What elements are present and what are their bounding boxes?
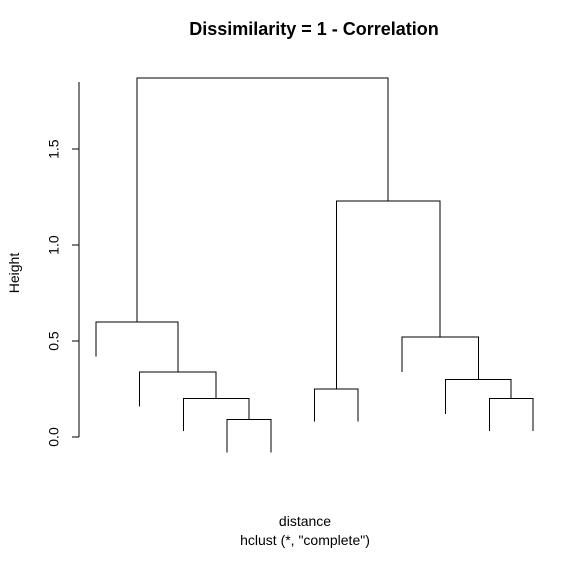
x-axis-label: distance [279,513,331,529]
merge-link-m1 [226,419,272,453]
y-axis-label: Height [6,253,22,294]
merge-link-m7 [445,378,512,414]
y-axis-tick-label: 0.0 [46,427,62,447]
y-axis: 0.0 0.5 1.0 1.5 [46,82,80,447]
y-axis-tick-label: 1.0 [46,235,62,255]
merge-link-m4 [95,321,179,372]
merge-link-m3 [139,371,217,407]
dendrogram-tree [95,77,534,453]
y-axis-tick-label: 1.5 [46,139,62,159]
merge-link-m8 [401,336,479,380]
merge-link-m10 [136,77,389,322]
merge-link-m6 [488,398,534,432]
chart-title: Dissimilarity = 1 - Correlation [189,19,439,39]
merge-link-m5 [314,388,359,422]
y-axis-tick-label: 0.5 [46,331,62,351]
chart-subtitle: hclust (*, "complete") [240,532,370,548]
merge-link-m2 [182,398,250,432]
merge-link-m9 [335,200,441,390]
